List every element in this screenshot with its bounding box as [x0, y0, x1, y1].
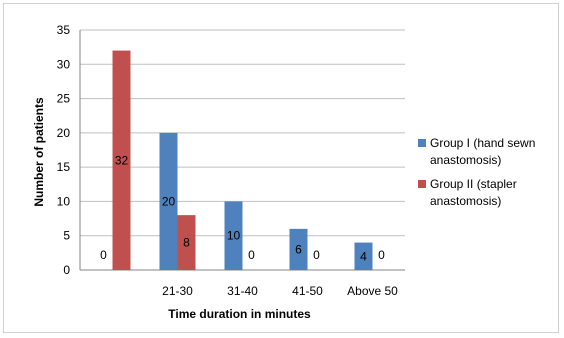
- legend-label-1-line-1: Group I (hand sewn: [430, 136, 535, 150]
- data-label-s2-c2: 0: [248, 248, 255, 262]
- bar-s2-c1: [177, 215, 196, 270]
- bar-s1-c4: [354, 242, 373, 270]
- data-label-s2-c0: 32: [115, 153, 129, 167]
- y-tick-15: 15: [57, 160, 71, 174]
- y-tick-30: 30: [57, 57, 71, 71]
- x-tick-labels: 21-30 31-40 41-50 Above 50: [162, 284, 398, 298]
- x-tick-1: 21-30: [162, 284, 193, 298]
- y-tick-20: 20: [57, 126, 71, 140]
- bar-s1-c3: [289, 228, 308, 270]
- data-label-s1-c0: 0: [100, 248, 107, 262]
- y-tick-35: 35: [57, 23, 71, 37]
- legend-swatch-1: [418, 139, 426, 147]
- data-label-s2-c4: 0: [378, 248, 385, 262]
- data-label-s1-c1: 20: [162, 194, 176, 208]
- legend-label-1-line-2: anastomosis): [430, 153, 501, 167]
- data-label-s1-c4: 4: [360, 249, 367, 263]
- x-tick-3: 41-50: [292, 284, 323, 298]
- legend-swatch-2: [418, 180, 426, 188]
- bar-s2-c0: [112, 50, 131, 271]
- x-tick-4: Above 50: [347, 284, 398, 298]
- bar-s1-c2: [224, 201, 243, 270]
- y-tick-5: 5: [63, 229, 70, 243]
- data-label-s1-c3: 6: [295, 242, 302, 256]
- y-tick-25: 25: [57, 92, 71, 106]
- legend: Group I (hand sewn anastomosis) Group II (…: [418, 136, 535, 208]
- data-label-s2-c3: 0: [313, 248, 320, 262]
- bars: [112, 50, 373, 271]
- legend-label-2-line-1: Group II (stapler: [430, 177, 517, 191]
- data-label-s2-c1: 8: [183, 236, 190, 250]
- bar-s1-c1: [159, 132, 178, 270]
- chart-frame: [3, 3, 559, 333]
- y-tick-0: 0: [63, 263, 70, 277]
- legend-label-2-line-2: anastomosis): [430, 194, 501, 208]
- x-tick-2: 31-40: [227, 284, 258, 298]
- y-axis-title: Number of patients: [32, 97, 46, 207]
- x-axis-title: Time duration in minutes: [168, 307, 311, 321]
- y-tick-10: 10: [57, 194, 71, 208]
- y-tick-labels: 0 5 10 15 20 25 30 35: [57, 23, 71, 277]
- data-label-s1-c2: 10: [227, 229, 241, 243]
